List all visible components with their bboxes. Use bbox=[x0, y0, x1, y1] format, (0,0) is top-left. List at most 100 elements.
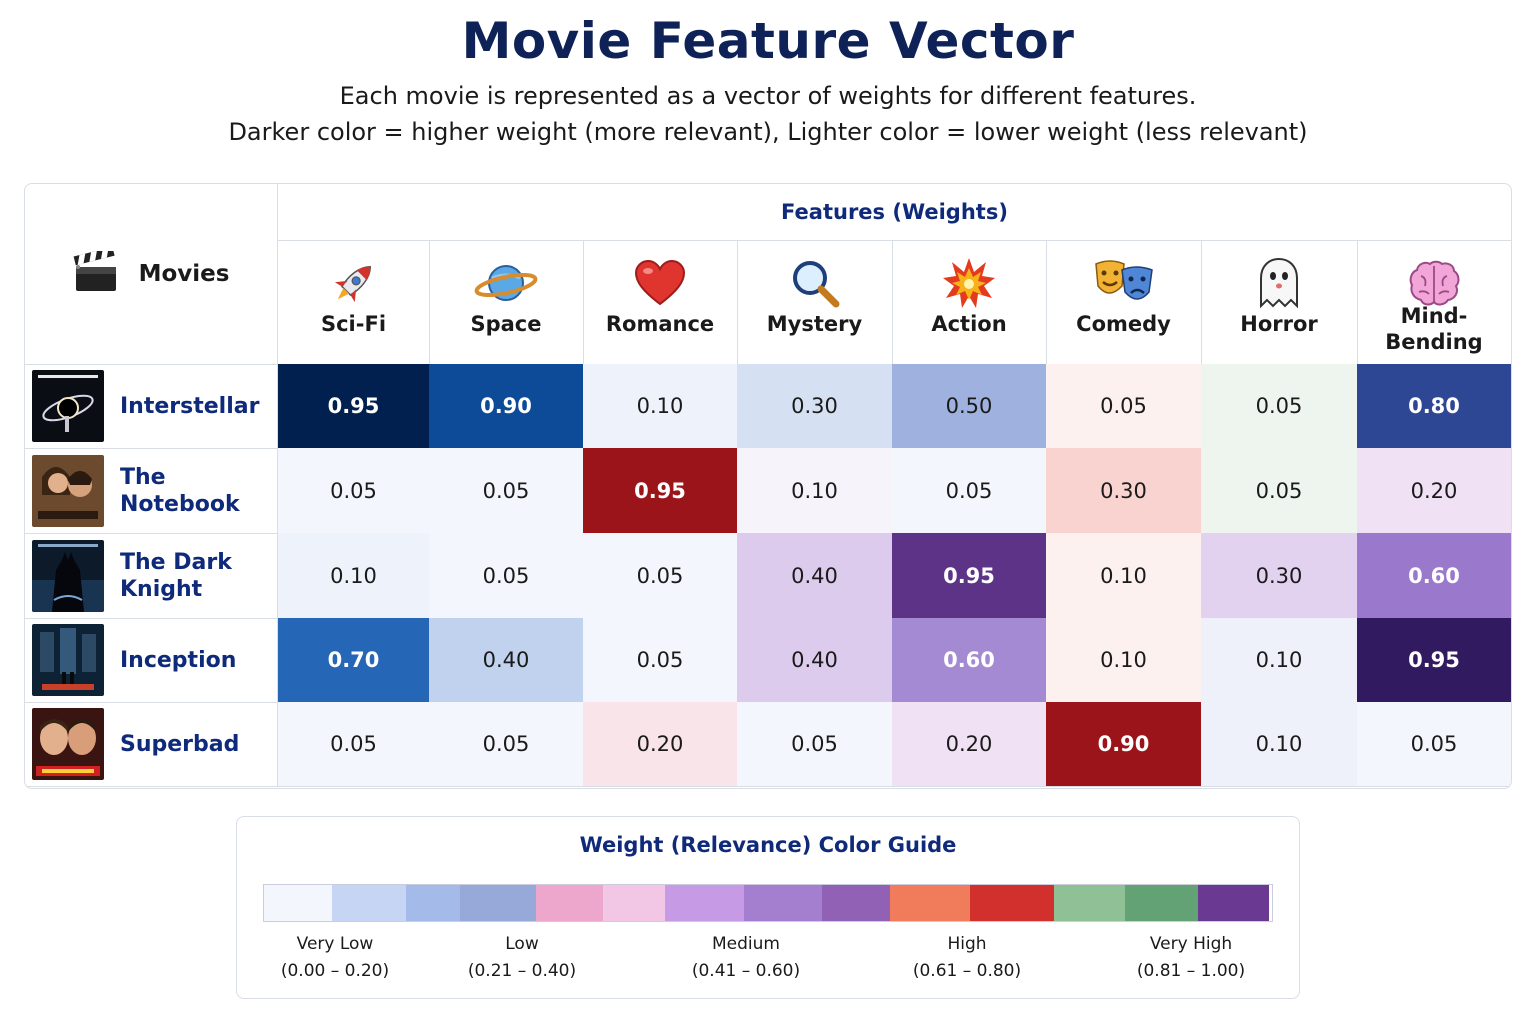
heatmap-cell: 0.95 bbox=[1357, 618, 1511, 703]
heatmap-cell: 0.30 bbox=[737, 364, 893, 449]
color-swatch bbox=[822, 885, 890, 921]
color-swatch bbox=[406, 885, 460, 921]
movie-poster-image bbox=[32, 539, 104, 612]
heatmap-cell: 0.60 bbox=[1357, 533, 1511, 619]
heatmap-cell: 0.10 bbox=[1046, 618, 1202, 703]
movie-name: The Notebook bbox=[120, 464, 240, 517]
heatmap-cell: 0.05 bbox=[583, 618, 738, 703]
heatmap-cell: 0.60 bbox=[892, 618, 1047, 703]
legend-tick-label: Very High bbox=[1149, 934, 1233, 954]
heatmap-cell: 0.30 bbox=[1201, 533, 1358, 619]
feature-header-mind-bending: Mind-Bending bbox=[1357, 241, 1511, 365]
heatmap-cell: 0.05 bbox=[892, 448, 1047, 534]
heatmap-cell: 0.70 bbox=[278, 618, 430, 703]
legend-tick: Medium (0.41 – 0.60) bbox=[646, 931, 846, 985]
heatmap-cell: 0.05 bbox=[1201, 448, 1358, 534]
heatmap-cell: 0.90 bbox=[429, 364, 584, 449]
movie-row-header: The Notebook bbox=[25, 448, 278, 534]
feature-header-horror: Horror bbox=[1201, 241, 1358, 365]
legend-tick-label: Medium bbox=[712, 934, 780, 954]
heart-icon bbox=[633, 255, 687, 311]
heatmap-cell: 0.95 bbox=[278, 364, 430, 449]
legend-tick-range: (0.00 – 0.20) bbox=[280, 961, 390, 981]
heatmap-cell: 0.05 bbox=[1046, 364, 1202, 449]
heatmap-cell: 0.40 bbox=[429, 618, 584, 703]
feature-label: Action bbox=[931, 312, 1007, 336]
movie-row-header: The Dark Knight bbox=[25, 533, 278, 619]
feature-label: Romance bbox=[605, 312, 715, 336]
movie-poster-image bbox=[32, 708, 104, 780]
legend-tick-range: (0.81 – 1.00) bbox=[1136, 961, 1246, 981]
feature-label: Sci-Fi bbox=[320, 312, 387, 336]
feature-label: Comedy bbox=[1076, 312, 1171, 336]
heatmap-cell: 0.10 bbox=[1046, 533, 1202, 619]
heatmap-cell: 0.10 bbox=[583, 364, 738, 449]
heatmap-cell: 0.10 bbox=[1201, 702, 1358, 787]
color-swatch bbox=[332, 885, 406, 921]
heatmap-cell: 0.80 bbox=[1357, 364, 1511, 449]
movie-name: Interstellar bbox=[120, 393, 260, 419]
heatmap-cell: 0.05 bbox=[429, 533, 584, 619]
color-swatch bbox=[264, 885, 332, 921]
legend-tick: High (0.61 – 0.80) bbox=[867, 931, 1067, 985]
heatmap-cell: 0.40 bbox=[737, 618, 893, 703]
color-guide: Weight (Relevance) Color Guide Very Low (… bbox=[236, 816, 1300, 999]
heatmap-cell: 0.05 bbox=[278, 702, 430, 787]
movie-name: The Dark Knight bbox=[120, 549, 232, 602]
color-swatch bbox=[890, 885, 970, 921]
subtitle-line-1: Each movie is represented as a vector of… bbox=[339, 82, 1197, 110]
heatmap-cell: 0.05 bbox=[1201, 364, 1358, 449]
movie-name: Superbad bbox=[120, 731, 240, 757]
color-swatch bbox=[1198, 885, 1269, 921]
movie-row-header: Interstellar bbox=[25, 364, 278, 449]
clapperboard-icon bbox=[73, 246, 119, 297]
features-header: Features (Weights) bbox=[278, 184, 1511, 241]
movie-poster-image bbox=[32, 624, 104, 696]
feature-header-space: Space bbox=[429, 241, 584, 365]
heatmap-cell: 0.05 bbox=[737, 702, 893, 787]
heatmap-cell: 0.05 bbox=[1357, 702, 1511, 787]
legend-tick: Very Low (0.00 – 0.20) bbox=[235, 931, 435, 985]
movie-name: Inception bbox=[120, 647, 237, 673]
movies-header: Movies bbox=[25, 184, 278, 365]
feature-header-action: Action bbox=[892, 241, 1047, 365]
heatmap-cell: 0.20 bbox=[892, 702, 1047, 787]
feature-header-romance: Romance bbox=[583, 241, 738, 365]
legend-tick-range: (0.41 – 0.60) bbox=[691, 961, 801, 981]
color-swatch bbox=[665, 885, 744, 921]
page-title: Movie Feature Vector bbox=[461, 12, 1075, 70]
heatmap-cell: 0.10 bbox=[737, 448, 893, 534]
movie-poster-image bbox=[32, 454, 104, 527]
color-swatch bbox=[744, 885, 822, 921]
heatmap-cell: 0.05 bbox=[429, 702, 584, 787]
heatmap-cell: 0.10 bbox=[278, 533, 430, 619]
color-swatch bbox=[603, 885, 665, 921]
magnifier-icon bbox=[788, 255, 842, 311]
movie-row-header: Inception bbox=[25, 618, 278, 703]
heatmap-cell: 0.05 bbox=[278, 448, 430, 534]
heatmap-cell: 0.90 bbox=[1046, 702, 1202, 787]
color-swatch bbox=[536, 885, 603, 921]
feature-label: Space bbox=[470, 312, 542, 336]
heatmap-cell: 0.95 bbox=[892, 533, 1047, 619]
heatmap-cell: 0.05 bbox=[583, 533, 738, 619]
color-swatch bbox=[460, 885, 536, 921]
theater-masks-icon bbox=[1092, 255, 1156, 311]
brain-icon bbox=[1407, 255, 1461, 311]
feature-label: Horror bbox=[1240, 312, 1318, 336]
ghost-icon bbox=[1256, 255, 1302, 311]
movie-row-header: Superbad bbox=[25, 702, 278, 787]
legend-tick-label: Low bbox=[505, 934, 539, 954]
heatmap-cell: 0.20 bbox=[1357, 448, 1511, 534]
color-guide-swatches bbox=[263, 884, 1273, 922]
subtitle-line-2: Darker color = higher weight (more relev… bbox=[228, 118, 1308, 146]
color-swatch bbox=[1054, 885, 1125, 921]
feature-header-comedy: Comedy bbox=[1046, 241, 1202, 365]
feature-label: Mystery bbox=[766, 312, 863, 336]
feature-label: Mind-Bending bbox=[1385, 304, 1483, 354]
heatmap-cell: 0.10 bbox=[1201, 618, 1358, 703]
feature-header-mystery: Mystery bbox=[737, 241, 893, 365]
heatmap-cell: 0.30 bbox=[1046, 448, 1202, 534]
heatmap-cell: 0.20 bbox=[583, 702, 738, 787]
explosion-icon bbox=[942, 255, 996, 311]
